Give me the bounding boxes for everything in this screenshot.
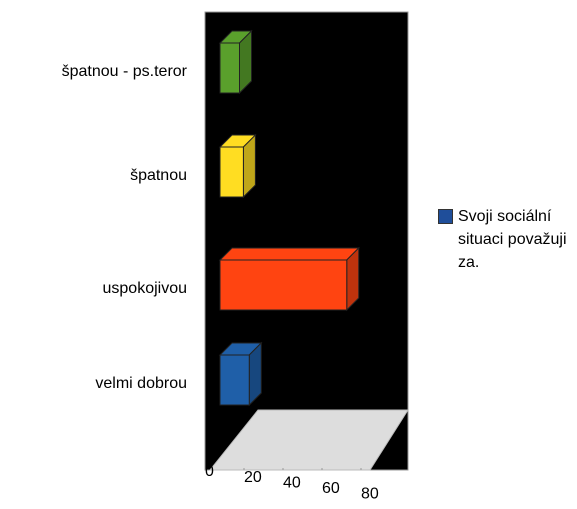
x-tick-label: 40 <box>283 474 301 491</box>
x-tick-label: 80 <box>361 486 379 503</box>
floor <box>208 409 409 471</box>
y-tick-label: uspokojivou <box>103 280 188 297</box>
bar <box>219 42 240 94</box>
bar-top <box>218 247 360 261</box>
y-tick-label: velmi dobrou <box>95 375 187 392</box>
x-tick-label: 60 <box>322 480 340 497</box>
bar <box>219 146 244 198</box>
bar <box>219 354 250 406</box>
x-tick-label: 0 <box>205 463 214 480</box>
legend: Svoji sociální situaci považuji za. <box>438 205 568 274</box>
bar <box>219 259 348 311</box>
legend-swatch <box>438 209 453 224</box>
y-tick-label: špatnou <box>130 167 187 184</box>
legend-label: Svoji sociální situaci považuji za. <box>458 208 567 271</box>
y-tick-label: špatnou - ps.teror <box>62 63 188 80</box>
x-tick-label: 20 <box>244 469 262 486</box>
